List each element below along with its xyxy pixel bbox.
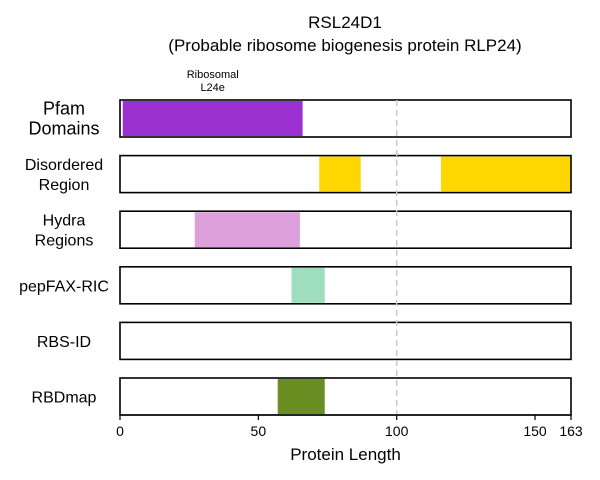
x-tick-label: 100 xyxy=(385,423,409,439)
row-label: Hydra xyxy=(43,213,86,230)
feature-segment xyxy=(319,156,361,192)
row-label: Disordered xyxy=(25,157,103,174)
row-label: Regions xyxy=(35,233,94,250)
row-border xyxy=(119,321,572,361)
row-track xyxy=(120,378,571,415)
row-track xyxy=(120,266,571,304)
chart-title-line1: RSL24D1 xyxy=(308,13,382,32)
x-tick-label: 150 xyxy=(523,423,547,439)
x-tick-label: 0 xyxy=(116,423,124,439)
domain-annotation: L24e xyxy=(200,82,224,94)
row-label: pepFAX-RIC xyxy=(19,278,109,295)
row-label: Domains xyxy=(28,119,99,139)
x-axis: 0 50 100 150 163 xyxy=(116,414,583,439)
row-border xyxy=(119,210,572,249)
x-tick-label: 163 xyxy=(559,423,583,439)
chart-title-line2: (Probable ribosome biogenesis protein RL… xyxy=(168,36,521,55)
domain-annotation: Ribosomal xyxy=(187,69,239,81)
feature-row: Disordered Region xyxy=(25,154,572,194)
row-label: RBS-ID xyxy=(37,334,91,351)
row-track xyxy=(120,211,571,249)
feature-row: Hydra Regions xyxy=(35,210,572,250)
feature-segment xyxy=(194,212,300,248)
feature-row: RBS-ID xyxy=(37,321,572,361)
feature-row: RBDmap xyxy=(32,377,572,416)
feature-segment xyxy=(291,267,325,303)
row-label: Region xyxy=(39,177,90,194)
row-border xyxy=(119,99,572,138)
feature-segment xyxy=(277,379,325,414)
row-label: Pfam xyxy=(43,99,85,119)
row-border xyxy=(119,265,572,305)
feature-segment xyxy=(122,101,303,136)
feature-segment xyxy=(440,156,571,192)
row-track xyxy=(120,322,571,360)
row-label: RBDmap xyxy=(32,390,97,407)
feature-row: pepFAX-RIC xyxy=(19,265,572,305)
x-axis-label: Protein Length xyxy=(290,445,401,464)
x-tick-label: 50 xyxy=(251,423,267,439)
row-border xyxy=(119,154,572,194)
